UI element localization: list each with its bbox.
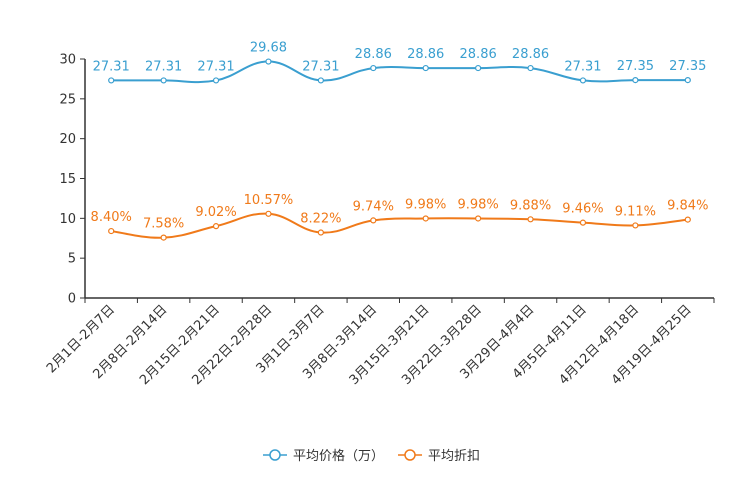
series-0-data-label: 27.31 [302, 59, 339, 74]
series-0-data-label: 27.35 [617, 59, 654, 74]
series-0-point[interactable] [108, 77, 115, 84]
series-1-data-label: 9.84% [667, 199, 708, 214]
series-1-data-label: 8.40% [91, 210, 132, 225]
data-labels-layer: 27.31 27.31 27.31 29.68 27.31 28.86 28.86 28.86… [91, 41, 709, 232]
legend-item-1[interactable]: 平均折扣 [398, 449, 480, 464]
series-1-data-label: 9.02% [195, 205, 236, 220]
series-1-data-label: 10.57% [244, 193, 294, 208]
series-1-data-label: 8.22% [300, 212, 341, 227]
series-0-data-label: 28.86 [512, 47, 549, 62]
series-0-data-label: 28.86 [407, 47, 444, 62]
series-1-data-label: 9.11% [615, 204, 656, 219]
series-1-point[interactable] [527, 216, 534, 223]
series-0-data-label: 27.31 [93, 59, 130, 74]
y-tick-label: 15 [59, 172, 76, 187]
legend-label: 平均价格（万） [293, 448, 384, 464]
series-0-data-label: 28.86 [355, 47, 392, 62]
series-0-point[interactable] [317, 77, 324, 84]
y-tick-label: 10 [59, 212, 76, 227]
series-0-point[interactable] [579, 77, 587, 84]
series-0-point[interactable] [527, 64, 534, 72]
y-tick-label: 30 [59, 53, 76, 68]
series-0-data-label: 27.31 [145, 59, 182, 74]
series-1-point[interactable] [684, 216, 691, 223]
series-0-point[interactable] [160, 77, 167, 84]
y-tick-label: 5 [68, 252, 76, 267]
series-1-data-label: 9.74% [353, 199, 394, 214]
legend[interactable]: 平均价格（万） 平均折扣 [263, 448, 480, 464]
series-layer [108, 58, 691, 241]
series-1-point[interactable] [317, 229, 324, 236]
series-1-point[interactable] [632, 222, 639, 229]
series-0-data-label: 29.68 [250, 41, 287, 56]
legend-item-0[interactable]: 平均价格（万） [263, 448, 384, 464]
series-0-point[interactable] [370, 64, 377, 72]
y-tick-label: 20 [59, 132, 76, 147]
series-0-data-label: 27.35 [669, 59, 706, 74]
legend-label: 平均折扣 [428, 449, 480, 464]
series-line-1 [111, 212, 688, 239]
series-1-point[interactable] [212, 223, 220, 230]
legend-marker-icon [269, 449, 281, 461]
series-1-point[interactable] [160, 234, 167, 241]
series-0-data-label: 27.31 [564, 59, 601, 74]
series-1-point[interactable] [579, 219, 587, 226]
series-line-0 [111, 60, 688, 84]
series-0-point[interactable] [265, 58, 272, 65]
series-0-data-label: 28.86 [460, 47, 497, 62]
series-1-data-label: 7.58% [143, 217, 184, 232]
series-1-point[interactable] [475, 215, 482, 222]
series-0-point[interactable] [422, 64, 429, 72]
series-1-data-label: 9.46% [562, 202, 603, 217]
y-tick-label: 0 [68, 292, 76, 307]
series-1-point[interactable] [265, 210, 272, 217]
series-0-point[interactable] [212, 77, 220, 84]
series-1-data-label: 9.88% [510, 198, 551, 213]
series-0-data-label: 27.31 [197, 59, 234, 74]
series-1-data-label: 9.98% [405, 197, 446, 212]
series-1-point[interactable] [422, 215, 429, 222]
y-tick-label: 25 [59, 92, 76, 107]
series-0-point[interactable] [684, 77, 691, 84]
legend-marker-icon [404, 449, 416, 461]
series-1-data-label: 9.98% [457, 197, 498, 212]
series-1-point[interactable] [108, 227, 115, 235]
series-1-point[interactable] [370, 217, 377, 224]
series-0-point[interactable] [475, 64, 482, 72]
series-0-point[interactable] [632, 77, 639, 84]
